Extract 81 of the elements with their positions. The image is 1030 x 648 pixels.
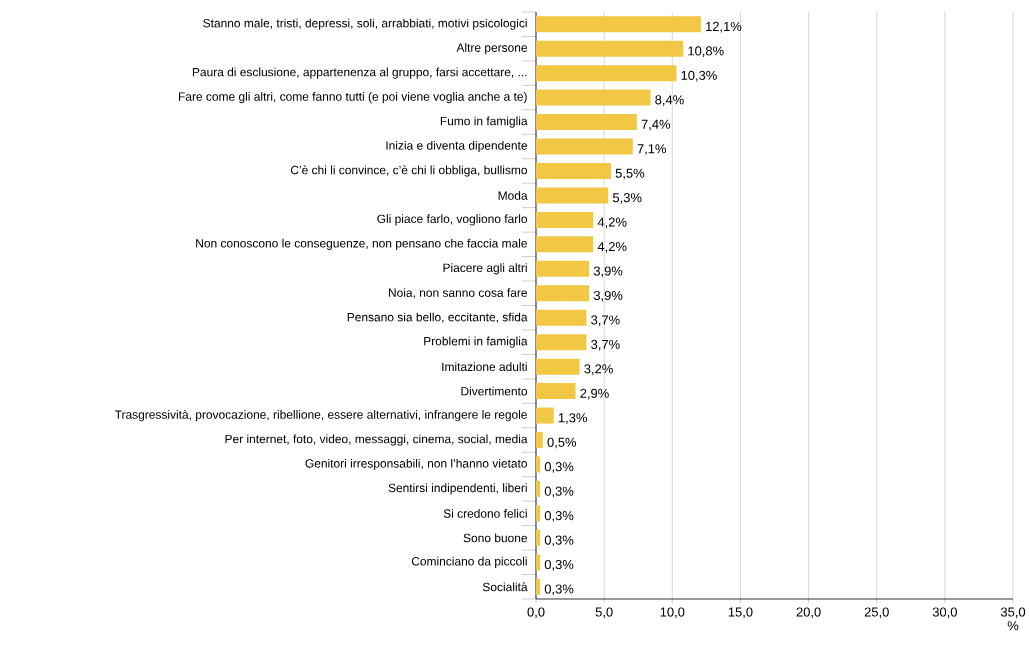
y-tick-label: Stanno male, tristi, depressi, soli, arrabbiati, motivi psicologici xyxy=(203,18,527,30)
bar xyxy=(536,40,684,57)
bar xyxy=(536,89,651,106)
y-tick-label: Fare come gli altri, come fanno tutti (e poi viene voglia anche a te) xyxy=(179,92,527,104)
data-label: 0,3% xyxy=(544,511,574,522)
bar xyxy=(536,407,554,424)
y-tick-label: Piacere agli altri xyxy=(443,263,527,275)
data-label: 8,4% xyxy=(655,95,684,106)
y-tick-label: Noia, non sanno cosa fare xyxy=(388,288,527,299)
bar xyxy=(536,211,594,228)
data-label: 3,7% xyxy=(591,315,620,327)
y-tick-label: Sentirsi indipendenti, liberi xyxy=(388,483,527,495)
data-label: 0,3% xyxy=(544,584,574,596)
bar xyxy=(536,187,609,204)
data-label: 3,9% xyxy=(593,290,623,302)
data-label: 4,2% xyxy=(597,241,627,253)
bar xyxy=(536,456,541,473)
data-label: 10,3% xyxy=(681,70,717,82)
x-tick-label: 35,0 xyxy=(1000,607,1026,619)
y-tick-label: Si credono felici xyxy=(443,509,527,518)
y-tick-label: Trasgressività, provocazione, ribellione, essere alternativi, infrangere le regole xyxy=(114,409,527,422)
data-label: 3,9% xyxy=(593,266,623,278)
bar xyxy=(536,285,590,302)
data-label: 2,9% xyxy=(580,388,609,400)
bar xyxy=(536,114,637,131)
bar xyxy=(536,236,594,253)
x-axis-title: % xyxy=(1007,621,1019,631)
bar xyxy=(536,480,541,497)
x-tick-label: 30,0 xyxy=(932,607,957,619)
data-label: 7,4% xyxy=(641,119,671,131)
bar xyxy=(536,383,576,400)
data-label: 0,3% xyxy=(544,535,574,547)
bar xyxy=(536,505,541,522)
data-label: 5,3% xyxy=(612,193,642,204)
data-label: 10,8% xyxy=(688,46,724,58)
x-tick-label: 10,0 xyxy=(660,607,685,619)
y-tick-label: Per internet, foto, video, messaggi, cinema, social, media xyxy=(225,434,528,446)
x-tick-label: 5,0 xyxy=(595,607,613,619)
y-tick-label: Paura di esclusione, appartenenza al gruppo, farsi accettare, ... xyxy=(192,67,527,79)
bar xyxy=(536,432,543,449)
y-tick-label: Problemi in famiglia xyxy=(424,336,528,348)
data-label: 0,3% xyxy=(544,462,574,473)
y-tick-label: Imitazione adulti xyxy=(442,362,527,372)
data-label: 12,1% xyxy=(706,21,742,33)
y-tick-label: Fumo in famiglia xyxy=(440,116,528,128)
data-label: 1,3% xyxy=(558,413,587,424)
y-tick-label: Sono buone xyxy=(463,533,528,543)
bar xyxy=(536,578,541,595)
data-label: 7,1% xyxy=(637,144,667,155)
bar xyxy=(536,138,633,155)
x-tick-label: 15,0 xyxy=(728,607,753,619)
data-label: 5,5% xyxy=(615,168,645,180)
data-label: 4,2% xyxy=(597,217,627,229)
y-tick-label: Altre persone xyxy=(456,43,528,55)
x-tick-label: 20,0 xyxy=(796,607,821,619)
bar xyxy=(536,16,701,33)
y-tick-label: Moda xyxy=(498,191,528,200)
bar xyxy=(536,334,587,351)
y-tick-label: Genitori irresponsabili, non l’hanno vietato xyxy=(305,458,528,471)
y-tick-label: Divertimento xyxy=(461,386,528,396)
x-tick-label: 25,0 xyxy=(864,607,889,619)
y-tick-label: Non conoscono le conseguenze, non pensano che faccia male xyxy=(196,238,527,250)
bar xyxy=(536,358,580,375)
y-tick-label: C’è chi li convince, c’è chi li obbliga, bullismo xyxy=(290,165,527,177)
y-tick-label: Pensano sia bello, eccitante, sfida xyxy=(347,312,528,323)
bar xyxy=(536,65,677,82)
bar xyxy=(536,162,611,179)
data-label: 0,3% xyxy=(544,486,574,498)
data-label: 0,3% xyxy=(544,559,574,571)
y-tick-label: Gli piace farlo, vogliono farlo xyxy=(377,214,528,226)
data-label: 0,5% xyxy=(547,437,577,449)
data-label: 3,7% xyxy=(591,339,620,351)
data-label: 3,2% xyxy=(584,364,613,375)
bar xyxy=(536,554,541,571)
y-tick-label: Inizia e diventa dipendente xyxy=(386,140,527,153)
y-tick-label: Socialità xyxy=(482,582,528,592)
x-tick-label: 0,0 xyxy=(527,607,545,619)
bar xyxy=(536,309,587,326)
y-tick-label: Cominciano da piccoli xyxy=(411,556,527,568)
bar xyxy=(536,529,541,546)
bar xyxy=(536,260,590,277)
